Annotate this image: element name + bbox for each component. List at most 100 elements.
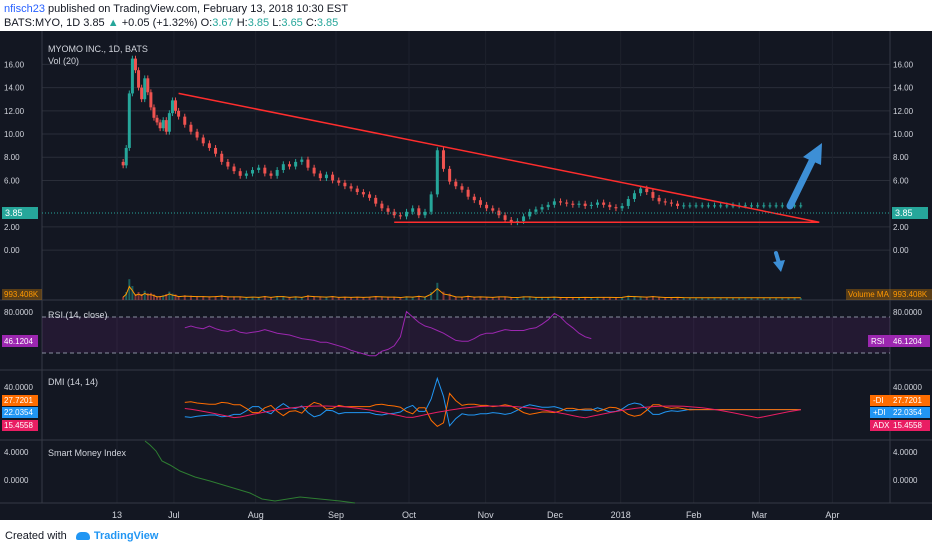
volume-bar xyxy=(233,296,236,300)
time-tick: Mar xyxy=(752,510,768,520)
price-tick-left: 6.00 xyxy=(4,176,20,185)
volume-bar xyxy=(122,296,125,300)
volume-bar xyxy=(146,293,149,300)
volume-bar xyxy=(257,297,260,300)
smi-tick-left-1: 0.0000 xyxy=(4,476,29,485)
volume-bar xyxy=(263,296,266,300)
volume-bar xyxy=(701,298,704,300)
price-tick-right: 16.00 xyxy=(893,60,914,69)
smi-tick-left-0: 4.0000 xyxy=(4,448,29,457)
volume-bar xyxy=(306,295,309,300)
minus-di-tag-right xyxy=(870,395,930,406)
low-value: 3.65 xyxy=(281,17,303,29)
candle-body xyxy=(595,202,599,205)
candle-body xyxy=(161,120,165,129)
volume-bar xyxy=(522,296,525,300)
volume-bar xyxy=(571,297,574,300)
volume-bar xyxy=(174,294,177,300)
candle-body xyxy=(663,201,667,203)
candle-body xyxy=(361,192,365,195)
volume-bar xyxy=(374,296,377,300)
candle-body xyxy=(170,100,174,114)
volume-bar xyxy=(350,297,353,300)
candle-body xyxy=(146,78,150,93)
time-tick: Dec xyxy=(547,510,564,520)
candle-body xyxy=(491,208,495,211)
candle-body xyxy=(201,137,205,144)
candle-body xyxy=(577,203,581,205)
trendlines[interactable] xyxy=(178,92,820,223)
volume-bar xyxy=(460,296,463,300)
candle-body xyxy=(174,100,178,111)
candle-body xyxy=(540,207,544,210)
candle-body xyxy=(398,215,402,217)
candle-body xyxy=(331,174,335,181)
volume-bar xyxy=(670,297,673,300)
candle-body xyxy=(183,116,187,125)
plus-di-value-left: 22.0354 xyxy=(4,408,33,417)
candle-body xyxy=(756,205,760,207)
candle-body xyxy=(559,201,563,203)
volume-bar xyxy=(162,295,165,300)
candle-body xyxy=(632,193,636,200)
candle-body xyxy=(312,167,316,174)
candle-body xyxy=(133,58,137,71)
price-tick-left: 8.00 xyxy=(4,153,20,162)
volume-bar xyxy=(614,297,617,300)
up-arrow-annotation-icon xyxy=(786,143,822,210)
volume-bar xyxy=(534,297,537,300)
candle-body xyxy=(694,205,698,207)
rsi-value-tag-left xyxy=(2,335,38,347)
volume-bar xyxy=(177,296,180,300)
volume-bar xyxy=(510,297,513,300)
volume-bar xyxy=(553,296,556,300)
candle-body xyxy=(749,205,753,207)
price-tick-right: 10.00 xyxy=(893,130,914,139)
adx-line xyxy=(184,405,801,419)
minus-di-tag-left xyxy=(2,395,38,406)
volume-bar xyxy=(399,297,402,300)
rsi-band-fill xyxy=(42,317,890,353)
price-tick-right: 12.00 xyxy=(893,107,914,116)
tradingview-cloud-icon xyxy=(75,532,90,541)
volume-bar xyxy=(578,297,580,300)
tradingview-logo[interactable]: TradingView xyxy=(93,530,159,542)
time-axis[interactable]: 13 Jul Aug Sep Oct Nov Dec 2018 Feb Mar Apr xyxy=(112,510,839,520)
price-tick-left: 0.00 xyxy=(4,246,20,255)
candle-body xyxy=(251,170,255,174)
volume-bar xyxy=(497,296,500,300)
candle-body xyxy=(423,211,427,216)
close-value: 3.85 xyxy=(316,17,339,29)
time-tick: Sep xyxy=(328,510,344,520)
symbol-label[interactable]: BATS:MYO, 1D xyxy=(4,17,81,29)
price-tick-left: 12.00 xyxy=(4,107,25,116)
volume-bar xyxy=(131,286,134,300)
candle-body xyxy=(651,192,655,198)
rsi-tick-right: 80.0000 xyxy=(893,308,922,317)
volume-bar xyxy=(565,297,568,300)
dmi-plus-line xyxy=(184,376,801,427)
adx-name: ADX xyxy=(873,421,890,430)
volume-bar xyxy=(436,282,439,300)
candle-body xyxy=(214,147,218,154)
candle-body xyxy=(152,107,156,118)
volume-tag-left xyxy=(2,289,42,300)
candle-body xyxy=(177,110,181,117)
publish-text: published on TradingView.com, February 1… xyxy=(44,3,349,15)
price-axis[interactable]: 16.00 16.00 14.00 14.00 12.00 12.00 10.00 10.00… xyxy=(4,60,914,255)
smi-tick-right-1: 0.0000 xyxy=(893,476,918,485)
adx-value-left: 15.4558 xyxy=(4,421,33,430)
author-link[interactable]: nfisch23 xyxy=(4,3,45,15)
volume-bar xyxy=(325,296,328,300)
price-tick-right: 6.00 xyxy=(893,176,909,185)
candle-body xyxy=(565,202,569,204)
volume-bar xyxy=(368,296,371,300)
grid xyxy=(42,31,890,503)
price-chart[interactable]: 16.00 16.00 14.00 14.00 12.00 12.00 10.00 10.00… xyxy=(0,31,932,520)
last-price-tag-left xyxy=(2,207,38,219)
volume-bar xyxy=(547,297,550,300)
candle-body xyxy=(466,189,470,197)
candle-body xyxy=(793,205,797,207)
minus-di-value-left: 27.7201 xyxy=(4,396,33,405)
price-tick-left: 16.00 xyxy=(4,60,25,69)
